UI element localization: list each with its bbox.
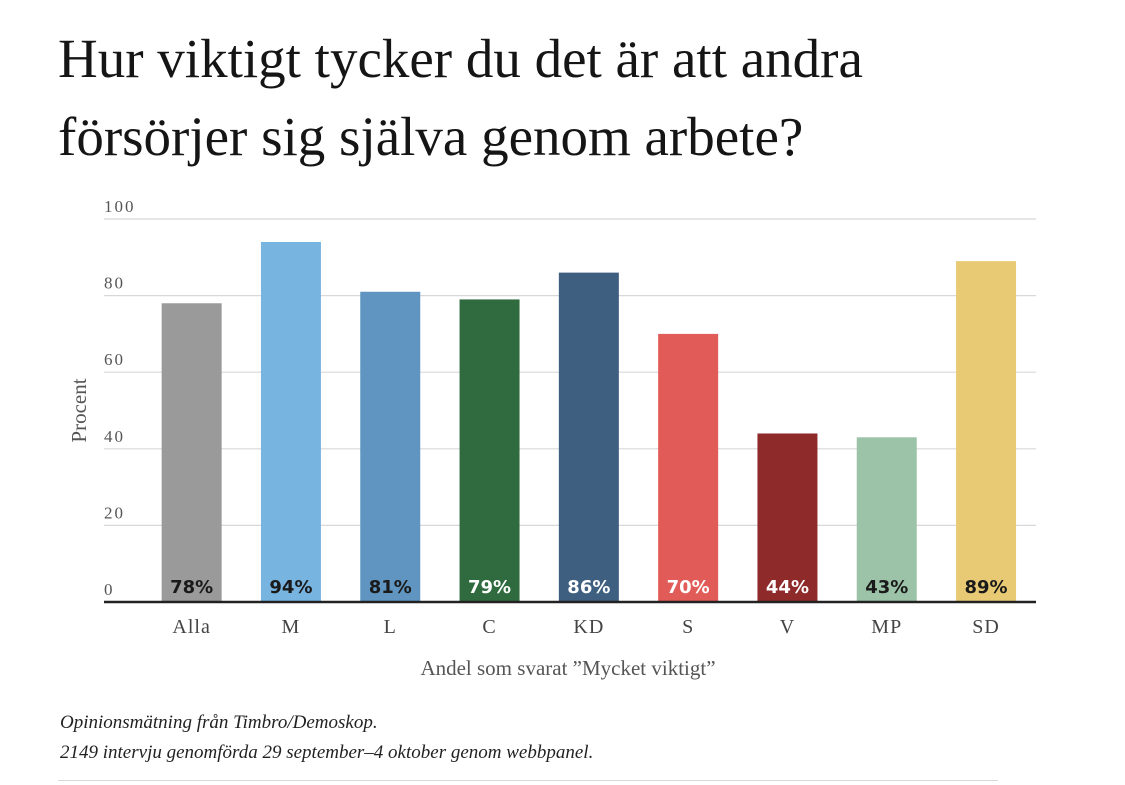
y-tick-label: 0 <box>104 580 115 599</box>
x-axis-ticks: Alla M L C KD S V MP SD <box>172 616 1000 638</box>
chart-title-line-2: försörjer sig själva genom arbete? <box>58 106 804 167</box>
value-labels: 78% 94% 81% 79% 86% 70% 44% 43% 89% <box>170 577 1007 598</box>
value-label: 81% <box>369 577 412 598</box>
bars <box>161 241 1017 603</box>
x-axis-label: Andel som svarat ”Mycket viktigt” <box>420 656 715 680</box>
y-tick-label: 60 <box>104 350 125 369</box>
bar-kd <box>558 272 619 602</box>
bar-v <box>757 433 818 602</box>
value-label: 44% <box>766 577 809 598</box>
value-label: 86% <box>567 577 610 598</box>
value-label: 94% <box>269 577 312 598</box>
x-tick-label: S <box>682 616 694 638</box>
bar-sd <box>956 261 1017 602</box>
x-tick-label: V <box>780 616 795 638</box>
bar-c <box>459 299 520 602</box>
source-line-2: 2149 intervju genomförda 29 september–4 … <box>60 742 594 763</box>
value-label: 43% <box>865 577 908 598</box>
bar-mp <box>856 437 917 602</box>
x-tick-label: SD <box>972 616 1000 638</box>
x-tick-label: M <box>282 616 301 638</box>
value-label: 70% <box>667 577 710 598</box>
value-label: 89% <box>965 577 1008 598</box>
x-tick-label: MP <box>871 616 902 638</box>
x-tick-label: C <box>482 616 496 638</box>
value-label: 79% <box>468 577 511 598</box>
y-axis-label: Procent <box>67 378 91 442</box>
value-label: 78% <box>170 577 213 598</box>
y-axis-ticks: 0 20 40 60 80 100 <box>104 197 136 599</box>
x-tick-label: L <box>384 616 397 638</box>
source-note: Opinionsmätning från Timbro/Demoskop. 21… <box>60 708 593 768</box>
x-tick-label: Alla <box>172 616 210 638</box>
bar-s <box>658 333 719 602</box>
chart-title-line-1: Hur viktigt tycker du det är att andra <box>58 28 863 89</box>
bar-alla <box>161 303 222 602</box>
bottom-divider <box>58 780 998 781</box>
chart-title: Hur viktigt tycker du det är att andra f… <box>58 20 1078 176</box>
y-tick-label: 40 <box>104 427 125 446</box>
source-line-1: Opinionsmätning från Timbro/Demoskop. <box>60 712 378 733</box>
bar-l <box>360 291 421 602</box>
x-tick-label: KD <box>573 616 604 638</box>
y-tick-label: 100 <box>104 197 136 216</box>
bar-m <box>260 241 321 603</box>
y-tick-label: 20 <box>104 503 125 522</box>
y-tick-label: 80 <box>104 274 125 293</box>
